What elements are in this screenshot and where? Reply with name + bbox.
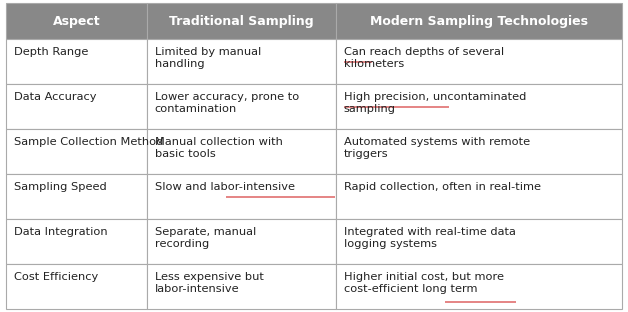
Bar (146, 39, 335, 84)
Text: Less expensive but
labor-intensive: Less expensive but labor-intensive (154, 272, 264, 295)
Text: Data Integration: Data Integration (14, 227, 108, 237)
Text: Limited by manual
handling: Limited by manual handling (154, 47, 261, 70)
Bar (6, 219, 146, 264)
Text: Aspect: Aspect (53, 15, 100, 27)
Bar (335, 3, 622, 39)
Text: Traditional Sampling: Traditional Sampling (169, 15, 313, 27)
Text: Modern Sampling Technologies: Modern Sampling Technologies (370, 15, 588, 27)
Text: Automated systems with remote
triggers: Automated systems with remote triggers (344, 137, 530, 159)
Text: Data Accuracy: Data Accuracy (14, 92, 97, 102)
Text: Rapid collection, often in real-time: Rapid collection, often in real-time (344, 182, 541, 192)
Text: Slow and labor-intensive: Slow and labor-intensive (154, 182, 295, 192)
Bar (6, 3, 146, 39)
Bar (6, 39, 146, 84)
Bar (335, 264, 622, 309)
Bar (335, 129, 622, 174)
Bar (146, 174, 335, 219)
Text: High precision, uncontaminated
sampling: High precision, uncontaminated sampling (344, 92, 526, 115)
Text: Can reach depths of several
kilometers: Can reach depths of several kilometers (344, 47, 504, 70)
Bar (6, 84, 146, 129)
Text: Sample Collection Method: Sample Collection Method (14, 137, 164, 147)
Bar (335, 39, 622, 84)
Bar (6, 174, 146, 219)
Text: Separate, manual
recording: Separate, manual recording (154, 227, 256, 249)
Bar (6, 264, 146, 309)
Bar (146, 264, 335, 309)
Bar (6, 129, 146, 174)
Text: Integrated with real-time data
logging systems: Integrated with real-time data logging s… (344, 227, 516, 249)
Bar (146, 129, 335, 174)
Bar (335, 219, 622, 264)
Bar (335, 84, 622, 129)
Text: Lower accuracy, prone to
contamination: Lower accuracy, prone to contamination (154, 92, 299, 115)
Text: Cost Efficiency: Cost Efficiency (14, 272, 99, 282)
Text: Depth Range: Depth Range (14, 47, 89, 57)
Text: Manual collection with
basic tools: Manual collection with basic tools (154, 137, 283, 159)
Text: Higher initial cost, but more
cost-efficient long term: Higher initial cost, but more cost-effic… (344, 272, 504, 295)
Bar (335, 174, 622, 219)
Text: Sampling Speed: Sampling Speed (14, 182, 107, 192)
Bar (146, 219, 335, 264)
Bar (146, 3, 335, 39)
Bar (146, 84, 335, 129)
